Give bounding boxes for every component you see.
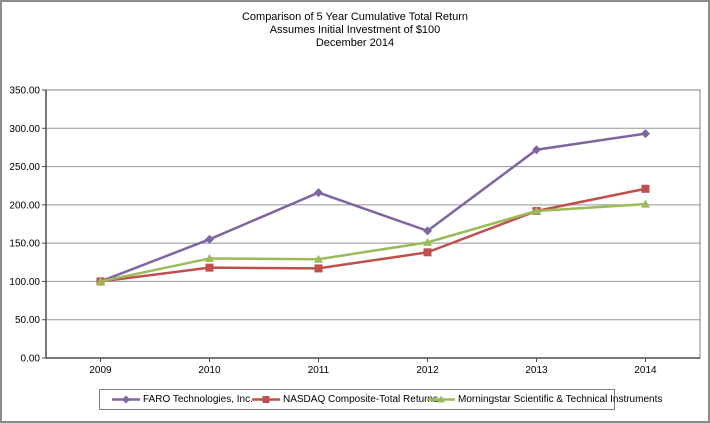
y-tick-label: 50.00 — [15, 315, 40, 326]
data-point-marker — [423, 226, 432, 236]
data-point-marker — [423, 248, 432, 257]
series-3 — [96, 199, 650, 285]
legend-entry-3: Morningstar Scientific & Technical Instr… — [427, 390, 662, 409]
series-1 — [96, 129, 650, 286]
data-point-marker — [532, 145, 541, 155]
legend-label: NASDAQ Composite-Total Returns — [283, 394, 439, 405]
y-tick-label: 200.00 — [9, 200, 40, 211]
y-tick-label: 100.00 — [9, 277, 40, 288]
triangle-legend-marker-icon — [427, 395, 455, 403]
x-tick-label: 2014 — [634, 365, 657, 376]
y-tick-label: 350.00 — [9, 86, 40, 97]
x-tick-label: 2010 — [198, 365, 221, 376]
y-tick-label: 150.00 — [9, 239, 40, 250]
legend-label: FARO Technologies, Inc. — [143, 394, 253, 405]
series-2 — [96, 184, 650, 286]
data-point-marker — [96, 276, 105, 285]
data-point-marker — [641, 184, 650, 193]
data-point-marker — [314, 264, 323, 273]
x-tick-label: 2013 — [525, 365, 548, 376]
plot-border — [45, 89, 701, 359]
legend-entry-1: FARO Technologies, Inc. — [112, 390, 253, 409]
chart-title-block: Comparison of 5 Year Cumulative Total Re… — [2, 11, 708, 50]
series-line — [100, 187, 646, 283]
y-tick-label: 0.00 — [21, 354, 41, 365]
legend-marker-shape — [122, 395, 130, 404]
legend-marker-shape — [437, 395, 445, 403]
data-point-marker — [641, 129, 650, 139]
legend-marker-shape — [262, 396, 270, 403]
chart-period-label: December 2014 — [315, 37, 395, 49]
x-tick-label: 2011 — [308, 365, 330, 376]
chart-title: Comparison of 5 Year Cumulative Total Re… — [241, 11, 469, 23]
series-line — [100, 202, 646, 283]
y-tick-label: 300.00 — [9, 124, 40, 135]
y-tick-label: 250.00 — [9, 162, 40, 173]
data-point-marker — [314, 254, 323, 263]
chart-subtitle: Assumes Initial Investment of $100 — [269, 24, 441, 36]
square-legend-marker-icon — [252, 396, 280, 403]
series-line — [100, 132, 646, 283]
data-point-marker — [205, 234, 214, 244]
x-tick-label: 2012 — [416, 365, 439, 376]
data-point-marker — [205, 253, 214, 262]
data-point-marker — [314, 188, 323, 198]
legend-label: Morningstar Scientific & Technical Instr… — [458, 394, 663, 405]
x-tick-label: 2009 — [89, 365, 112, 376]
diamond-legend-marker-icon — [112, 395, 140, 404]
legend-entry-2: NASDAQ Composite-Total Returns — [252, 390, 438, 409]
data-point-marker — [205, 263, 214, 272]
data-point-marker — [641, 199, 650, 208]
legend: FARO Technologies, Inc. NASDAQ Composite-… — [99, 389, 662, 410]
data-point-marker — [532, 206, 541, 215]
data-point-marker — [423, 237, 432, 246]
